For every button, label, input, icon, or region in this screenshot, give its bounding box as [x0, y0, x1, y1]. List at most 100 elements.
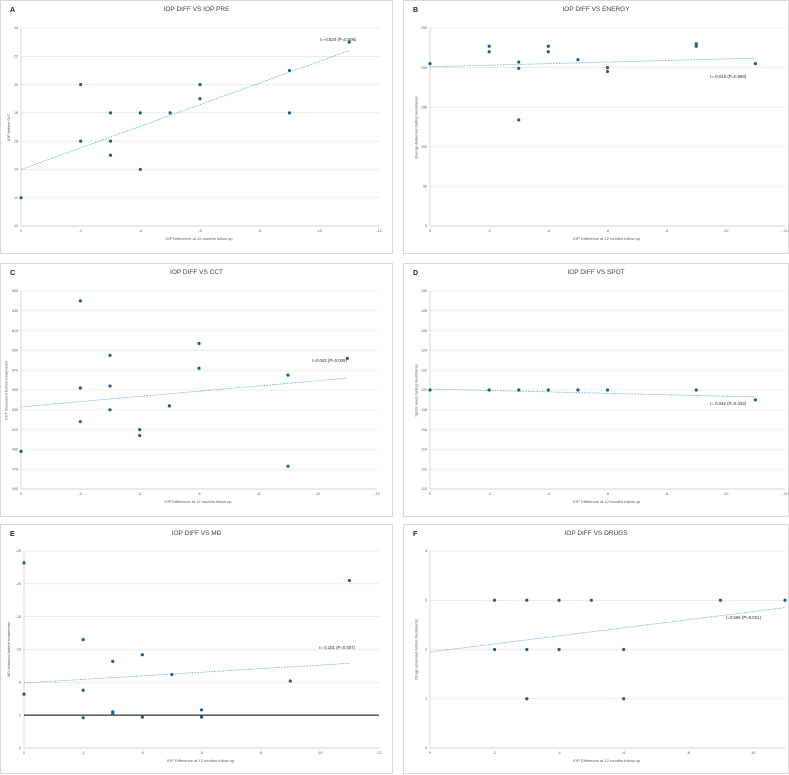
- y-tick-label: 5: [19, 746, 21, 750]
- data-point: [198, 82, 202, 87]
- x-axis-label: IOP Difference at 12 months follow up: [572, 236, 641, 241]
- data-point: [79, 139, 83, 143]
- x-tick-label: -10: [723, 229, 728, 233]
- x-tick-label: -2: [82, 751, 85, 755]
- data-point: [78, 386, 82, 390]
- y-tick-label: 630: [12, 309, 18, 313]
- y-tick-label: 550: [12, 388, 18, 392]
- data-point: [111, 659, 115, 663]
- trendline: [429, 388, 756, 398]
- data-point: [108, 353, 112, 357]
- y-tick-label: 0: [425, 746, 427, 750]
- data-point: [694, 42, 698, 46]
- y-tick-label: 470: [12, 467, 18, 471]
- data-point: [605, 66, 610, 70]
- x-tick-label: -6: [197, 492, 200, 496]
- scatter-plot: 10 12 14 16 18 20 22 24 0 -2 -4 -6 -8 -10 -12: [14, 26, 382, 233]
- panel-letter: E: [10, 531, 15, 538]
- scatter-plot: 0 1 2 3 4 0 -2 -4 -6 -8 -10: [425, 549, 787, 755]
- y-tick-label: 3: [425, 598, 427, 602]
- data-point: [557, 598, 561, 602]
- y-tick-label: 130: [421, 289, 427, 293]
- data-point: [517, 118, 521, 122]
- data-point: [19, 196, 23, 200]
- data-point: [525, 598, 529, 602]
- y-tick-label: 112: [421, 467, 427, 471]
- correlation-annotation: r=0.042 (P=0.009): [312, 358, 347, 363]
- data-point: [576, 388, 580, 392]
- x-axis-label: IOP Difference at 12 months follow up: [572, 499, 641, 504]
- x-tick-label: -10: [317, 229, 322, 233]
- chart-title: IOP DIFF VS SPOT: [567, 269, 625, 276]
- x-tick-label: -12: [374, 492, 379, 496]
- trendline: [20, 377, 348, 408]
- y-tick-label: 124: [421, 349, 427, 353]
- y-tick-label: 110: [421, 487, 427, 491]
- data-point: [487, 388, 491, 392]
- x-tick-label: -4: [547, 229, 550, 233]
- y-tick-label: 10: [14, 224, 18, 228]
- y-axis-label: MD obtained before treatments: [5, 621, 11, 677]
- y-tick-label: 0: [19, 713, 21, 717]
- y-tick-label: 126: [421, 329, 427, 333]
- data-point: [605, 69, 610, 74]
- y-tick-label: 150: [421, 105, 427, 109]
- x-tick-label: -8: [665, 229, 668, 233]
- x-tick-label: -8: [257, 492, 260, 496]
- data-point: [199, 715, 204, 719]
- y-tick-label: -20: [16, 582, 21, 586]
- data-point: [622, 697, 626, 701]
- y-tick-label: -5: [18, 681, 21, 685]
- x-tick-label: -4: [141, 751, 144, 755]
- correlation-annotation: r=-0.010 (P=0.060): [710, 74, 747, 79]
- trendline: [23, 662, 350, 684]
- data-point: [81, 716, 85, 720]
- data-point: [78, 420, 82, 424]
- x-axis-label: IOP Difference at 12 months follow up: [165, 236, 233, 241]
- y-tick-label: 530: [12, 408, 18, 412]
- data-point: [138, 167, 142, 172]
- data-point: [288, 679, 292, 683]
- data-point: [783, 598, 787, 602]
- data-point: [197, 366, 201, 370]
- data-point: [546, 388, 550, 392]
- panel-letter: F: [413, 531, 418, 538]
- x-axis-label: IOP Difference at 12 months follow up: [166, 758, 235, 763]
- data-point: [108, 153, 113, 157]
- chart-title: IOP DIFF VS CCT: [170, 269, 223, 276]
- chart-panel-a: A IOP DIFF VS IOP PRE 10 12 14 16 18 20 22 24 0 -2 -…: [0, 0, 393, 254]
- y-tick-label: 650: [12, 289, 18, 293]
- data-point: [287, 68, 292, 73]
- correlation-annotation: r= 0.101 (P=0.007): [319, 645, 356, 650]
- data-point: [198, 97, 202, 101]
- x-tick-label: -12: [782, 492, 787, 496]
- data-point: [81, 638, 85, 642]
- x-tick-label: -10: [723, 492, 728, 496]
- data-point: [517, 388, 521, 392]
- x-tick-label: 0: [429, 751, 431, 755]
- data-point: [487, 50, 491, 54]
- x-tick-label: -4: [547, 492, 550, 496]
- x-tick-label: 0: [20, 229, 22, 233]
- panel-letter: D: [413, 270, 419, 277]
- y-tick-label: 18: [14, 111, 18, 115]
- data-point: [525, 647, 529, 652]
- y-tick-label: 610: [12, 329, 18, 333]
- scatter-plot: 0 50 100 150 200 250 0 -2 -4 -6 -8 -10 -12: [421, 26, 788, 233]
- y-tick-label: 22: [14, 54, 18, 58]
- data-point: [546, 50, 550, 54]
- x-tick-label: -6: [198, 229, 201, 233]
- trendline: [429, 57, 756, 68]
- y-axis-label: IOP before SLT: [5, 113, 11, 141]
- y-tick-label: 250: [421, 26, 427, 30]
- panel-letter: A: [10, 7, 16, 14]
- data-point: [22, 561, 26, 565]
- x-tick-label: -2: [488, 229, 491, 233]
- data-point: [81, 688, 85, 692]
- data-point: [138, 428, 142, 432]
- x-tick-label: -2: [488, 492, 491, 496]
- y-tick-label: 14: [14, 168, 18, 172]
- y-tick-label: 118: [421, 408, 427, 412]
- chart-panel-d: D IOP DIFF VS SPOT 110 112 114 116 118 120 122 12…: [403, 263, 789, 517]
